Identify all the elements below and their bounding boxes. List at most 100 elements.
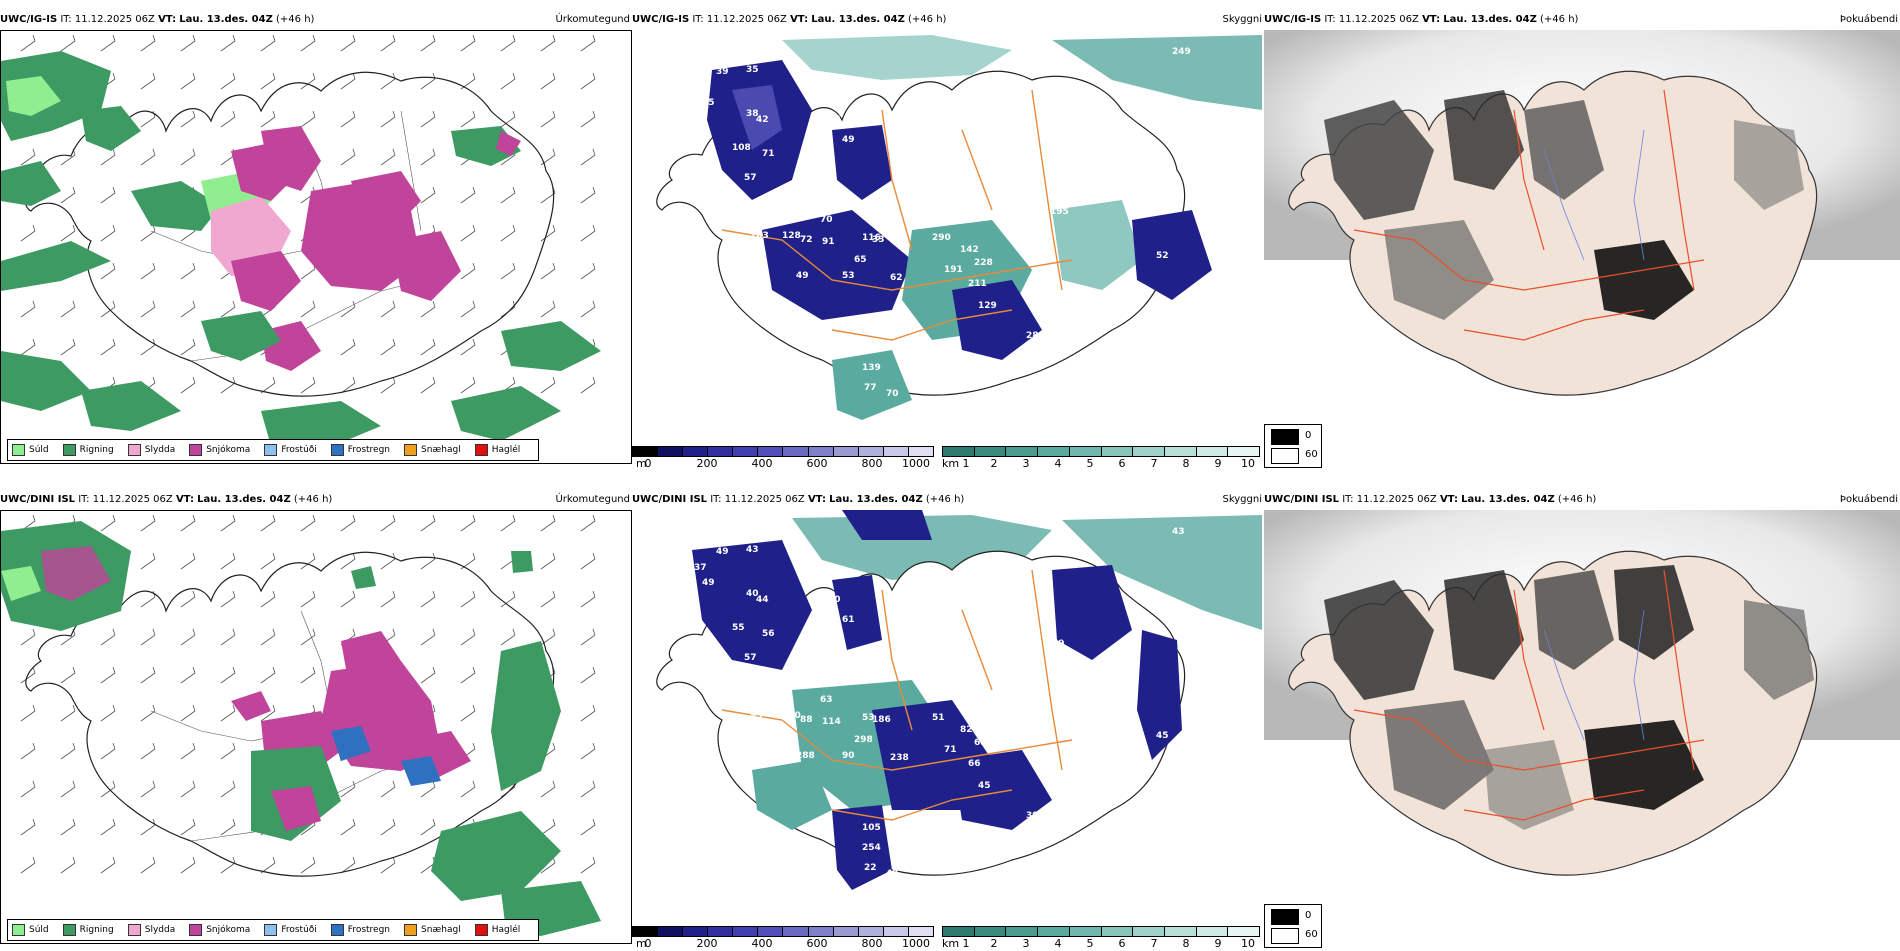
colorbar-m-labels: m 0 200 400 600 800 1000 bbox=[636, 457, 930, 470]
cloud-base-label: 72 bbox=[800, 235, 813, 245]
wind-barb bbox=[540, 148, 556, 166]
colorbar-height-m: m 0 200 400 600 800 1000 bbox=[632, 446, 934, 471]
legend-item-snow-pellets: Snæhagl bbox=[404, 444, 461, 456]
legend-item-hail: Haglél bbox=[474, 924, 520, 936]
legend-dark-swatch bbox=[1271, 429, 1299, 445]
cloud-base-label: 100 bbox=[782, 711, 801, 721]
wind-barb bbox=[300, 300, 316, 318]
fog-legend: 0 60 bbox=[1264, 904, 1322, 948]
wind-barb bbox=[540, 628, 556, 646]
cloud-base-label: 43 bbox=[746, 545, 759, 555]
cloud-base-label: 128 bbox=[782, 231, 801, 241]
wind-barb bbox=[180, 148, 196, 166]
wind-barb bbox=[100, 34, 116, 52]
wind-barb bbox=[220, 514, 236, 532]
wind-barb bbox=[60, 704, 76, 722]
wind-barb bbox=[100, 338, 116, 356]
cloud-base-label: 53 bbox=[862, 713, 875, 723]
wind-barb bbox=[260, 590, 276, 608]
wind-barb bbox=[260, 34, 276, 52]
legend-dark-value: 0 bbox=[1305, 910, 1312, 921]
wind-barb bbox=[420, 818, 436, 836]
model-name: UWC/IG-IS bbox=[0, 14, 58, 25]
rivers bbox=[1543, 609, 1645, 741]
cloud-areas bbox=[692, 510, 1182, 890]
wind-barb bbox=[540, 780, 556, 798]
wind-barb bbox=[140, 148, 156, 166]
wind-barb bbox=[580, 34, 596, 52]
wind-barb bbox=[60, 186, 76, 204]
panel-title: Skyggni bbox=[1222, 14, 1262, 25]
wind-barb bbox=[20, 818, 36, 836]
wind-barb bbox=[580, 224, 596, 242]
panel-title: Þokuábendi bbox=[1839, 494, 1898, 505]
cloud-base-label: 28 bbox=[1026, 331, 1039, 341]
cloud-base-label: 71 bbox=[762, 149, 775, 159]
precip-map: Súld Rigning Slydda Snjókoma Frostúði Fr… bbox=[0, 510, 632, 944]
fog-areas bbox=[1324, 565, 1814, 830]
wind-barb bbox=[500, 514, 516, 532]
wind-barb bbox=[140, 780, 156, 798]
wind-barb bbox=[140, 666, 156, 684]
wind-barb bbox=[140, 856, 156, 874]
roads bbox=[721, 569, 1073, 821]
wind-barb bbox=[580, 300, 596, 318]
rivers bbox=[1543, 129, 1645, 261]
wind-barb bbox=[260, 376, 276, 394]
cloud-base-label: 57 bbox=[766, 689, 779, 699]
cloud-base-label: 114 bbox=[822, 717, 841, 727]
precip-map-svg bbox=[1, 34, 601, 451]
wind-barb bbox=[180, 780, 196, 798]
precip-legend: Súld Rigning Slydda Snjókoma Frostúði Fr… bbox=[7, 439, 540, 461]
wind-barb bbox=[420, 590, 436, 608]
panel-header: UWC/IG-IS IT: 11.12.2025 06Z VT: Lau. 13… bbox=[1264, 12, 1900, 28]
cloud-base-label: 68 bbox=[974, 738, 987, 748]
cloud-areas bbox=[707, 60, 1212, 420]
wind-barb bbox=[60, 818, 76, 836]
cloud-base-label: 43 bbox=[922, 663, 935, 673]
wind-barb bbox=[180, 818, 196, 836]
wind-barb bbox=[140, 72, 156, 90]
cloud-base-label: 70 bbox=[886, 389, 899, 399]
legend-light-value: 60 bbox=[1305, 929, 1318, 940]
wind-barb bbox=[460, 704, 476, 722]
it-value: 11.12.2025 06Z bbox=[74, 14, 155, 25]
wind-barb bbox=[380, 110, 396, 128]
cloud-base-label: 116 bbox=[862, 233, 881, 243]
wind-barb bbox=[100, 856, 116, 874]
legend-dark-swatch bbox=[1271, 909, 1299, 925]
cloud-base-label: 47 bbox=[886, 869, 899, 879]
cloud-base-label: 86 bbox=[894, 345, 907, 355]
cloud-base-label: 219 bbox=[894, 825, 913, 835]
wind-barb bbox=[180, 590, 196, 608]
wind-barb bbox=[20, 34, 36, 52]
wind-barb bbox=[580, 72, 596, 90]
fog-legend: 0 60 bbox=[1264, 424, 1322, 468]
cloud-base-label: 39 bbox=[1026, 811, 1039, 821]
fog-areas bbox=[1324, 90, 1804, 320]
wind-barb bbox=[580, 590, 596, 608]
wind-barb bbox=[500, 34, 516, 52]
wind-barb bbox=[180, 72, 196, 90]
wind-barb bbox=[500, 186, 516, 204]
cloud-base-label: 191 bbox=[944, 265, 963, 275]
wind-barb bbox=[340, 818, 356, 836]
cloud-base-label: 63 bbox=[820, 695, 833, 705]
cloud-base-label: 211 bbox=[968, 279, 987, 289]
legend-light-swatch bbox=[1271, 928, 1299, 944]
cloud-base-label: 45 bbox=[702, 98, 715, 108]
cloud-base-label: 298 bbox=[854, 735, 873, 745]
legend-item-freezing-rain: Frostregn bbox=[330, 924, 390, 936]
wind-barb bbox=[60, 338, 76, 356]
wind-barb bbox=[340, 34, 356, 52]
wind-barb bbox=[500, 72, 516, 90]
cloud-base-label: 57 bbox=[744, 173, 757, 183]
cloud-base-label: 238 bbox=[890, 753, 909, 763]
wind-barb bbox=[500, 300, 516, 318]
colorbar-km-swatches bbox=[942, 926, 1260, 937]
wind-barb bbox=[60, 34, 76, 52]
precip-panel-row2: UWC/DINI ISL IT: 11.12.2025 06Z VT: Lau.… bbox=[0, 492, 632, 944]
